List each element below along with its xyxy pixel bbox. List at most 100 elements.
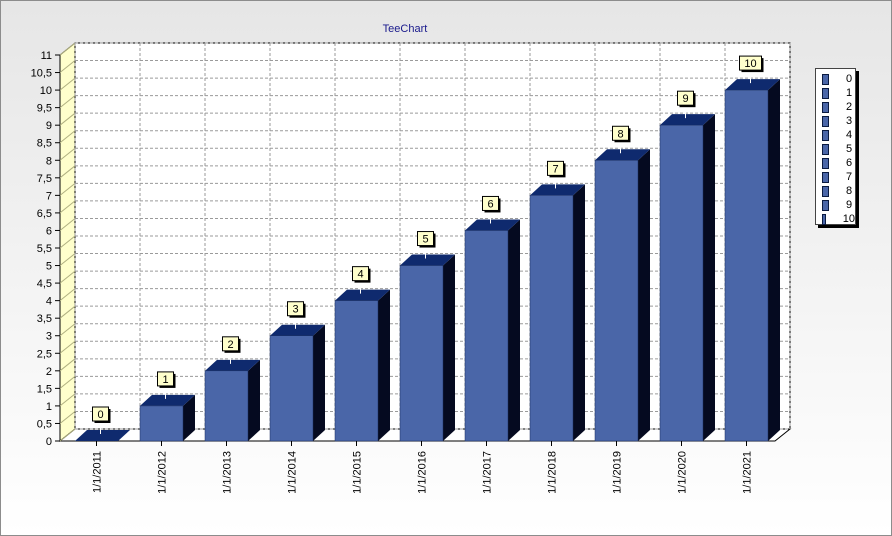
legend-item: 6: [816, 156, 855, 170]
bar-top: [725, 79, 780, 91]
grid-line-side: [59, 288, 76, 302]
y-tick-label: 9: [46, 120, 52, 132]
bar-top: [465, 219, 520, 231]
bar: 10: [724, 55, 780, 442]
bar-top: [270, 324, 325, 336]
bar-front: [334, 300, 379, 442]
grid-line-side: [59, 182, 76, 196]
bar-top: [530, 184, 585, 196]
legend-item: 1: [816, 86, 855, 100]
data-label-box: [287, 301, 304, 317]
grid-line-side: [59, 60, 76, 73]
grid-line-side: [59, 112, 76, 126]
data-label-box: [352, 266, 369, 282]
y-tick-label: 8: [46, 155, 52, 167]
y-tick-label: 7,5: [37, 173, 52, 185]
y-tick-label: 8,5: [37, 138, 52, 150]
bar: 6: [464, 195, 520, 442]
bar-side: [508, 219, 520, 441]
bar: 0: [75, 406, 130, 441]
bar: 5: [399, 231, 455, 442]
grid-line-side: [59, 411, 76, 424]
bar: 3: [269, 301, 325, 442]
bar-top: [75, 430, 130, 441]
x-tick-label: 1/1/2011: [92, 451, 104, 493]
y-tick-label: 4: [46, 296, 52, 308]
y-tick-label: 2: [46, 366, 52, 378]
grid-line-side: [59, 305, 76, 319]
grid-line-side: [59, 253, 76, 266]
x-tick-label: 1/1/2017: [482, 451, 494, 494]
y-tick-label: 0: [46, 436, 52, 448]
legend-swatch: [822, 129, 829, 141]
bar: 1: [139, 371, 195, 442]
bar: 2: [204, 336, 260, 442]
data-label: 4: [357, 269, 363, 281]
bar-top: [335, 289, 390, 301]
y-tick-label: 9,5: [37, 103, 52, 115]
grid-line-side: [59, 235, 76, 249]
bar-front: [724, 89, 769, 442]
x-tick-label: 1/1/2013: [222, 451, 234, 494]
grid-line-side: [59, 130, 76, 144]
y-tick-label: 6: [46, 225, 52, 237]
bars: 0 1 2 3 4 5 6 7 8 9 10: [75, 55, 780, 442]
legend-item: 9: [816, 198, 855, 212]
legend-swatch: [822, 115, 829, 127]
grid-line-side: [59, 95, 76, 109]
legend-swatch: [822, 171, 829, 183]
bar-top: [140, 394, 195, 406]
y-tick-label: 7: [46, 190, 52, 202]
grid-line-side: [59, 340, 76, 354]
legend-item: 2: [816, 100, 855, 114]
bar-side: [443, 254, 455, 441]
data-label: 2: [227, 339, 233, 351]
y-axis-ticks: 0 0,5 1 1,5 2 2,5 3 3,5 4 4,5 5 5,5 6 6,5 7 7,5 8 8,5 9 9,5…: [31, 50, 60, 448]
legend-item: 4: [816, 128, 855, 142]
y-tick-label: 2,5: [37, 348, 52, 360]
legend-item: 5: [816, 142, 855, 156]
bar: 7: [529, 160, 585, 442]
x-tick-label: 1/1/2020: [677, 451, 689, 494]
x-tick-label: 1/1/2012: [157, 451, 169, 494]
y-tick-label: 10,5: [31, 68, 52, 80]
bar-side: [703, 114, 715, 441]
data-label: 7: [552, 163, 558, 175]
data-label-box: [482, 195, 499, 211]
grid-line-side: [59, 147, 76, 161]
bar-front: [659, 124, 704, 442]
y-tick-label: 3: [46, 331, 52, 343]
legend-swatch: [822, 199, 829, 211]
grid-line-side: [59, 218, 76, 231]
data-label-box: [739, 55, 762, 71]
x-tick-label: 1/1/2019: [612, 451, 624, 494]
y-tick-label: 5: [46, 261, 52, 273]
legend-swatch: [822, 87, 829, 99]
bar-top: [660, 114, 715, 126]
legend-label: 1: [846, 87, 853, 99]
grid-line-side: [59, 393, 76, 407]
data-label: 1: [162, 374, 168, 386]
bar-front: [529, 195, 574, 442]
data-label-box: [417, 231, 434, 247]
bar-front: [594, 160, 639, 442]
legend: 0 1 2 3 4 5 6 7 8 9 10: [815, 68, 856, 225]
bar-side: [183, 394, 195, 441]
x-tick-label: 1/1/2015: [352, 451, 364, 494]
bar-side: [378, 289, 390, 441]
legend-item: 7: [816, 170, 855, 184]
data-label-box: [92, 406, 109, 422]
legend-item: 8: [816, 184, 855, 198]
x-tick-label: 1/1/2018: [547, 451, 559, 494]
legend-label: 9: [846, 199, 853, 211]
legend-label: 2: [846, 101, 853, 113]
data-label-box: [222, 336, 239, 352]
legend-label: 3: [846, 115, 853, 127]
x-tick-label: 1/1/2021: [742, 451, 754, 494]
bar-front: [464, 230, 509, 442]
y-tick-label: 3,5: [37, 313, 52, 325]
grid-line-side: [59, 270, 76, 284]
bar: 4: [334, 266, 390, 442]
y-tick-label: 6,5: [37, 208, 52, 220]
